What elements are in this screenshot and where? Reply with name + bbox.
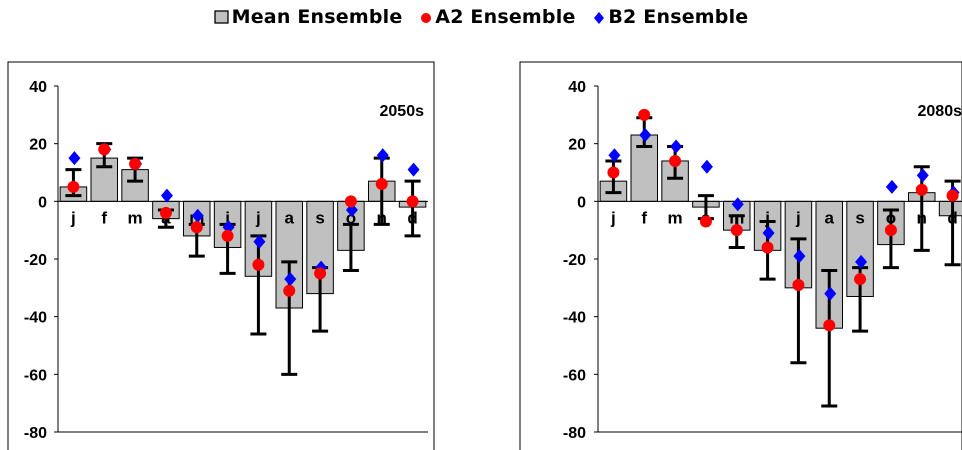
- period-annotation: 2050s: [380, 103, 425, 120]
- a2-point: [946, 189, 959, 202]
- y-tick-label: -40: [563, 310, 586, 327]
- period-annotation: 2080s: [918, 103, 962, 120]
- b2-point: [855, 254, 868, 269]
- a2-point: [730, 224, 743, 237]
- b2-point: [731, 197, 744, 212]
- x-tick-label: s: [855, 208, 864, 227]
- y-tick-label: 40: [568, 79, 586, 96]
- x-tick-label: j: [70, 208, 76, 227]
- b2-point: [253, 234, 266, 249]
- b2-point: [407, 162, 420, 177]
- legend-item-a2: A2 Ensemble: [419, 6, 575, 28]
- x-tick-label: j: [610, 208, 616, 227]
- square-marker-icon: [213, 10, 229, 24]
- b2-point: [700, 159, 713, 174]
- y-tick-label: 20: [568, 137, 586, 154]
- a2-point: [129, 157, 142, 170]
- circle-marker-icon: [421, 13, 432, 23]
- x-tick-label: m: [668, 208, 683, 227]
- a2-point: [221, 229, 234, 242]
- a2-point: [761, 241, 774, 254]
- a2-point: [607, 166, 620, 179]
- a2-point: [190, 221, 203, 234]
- y-tick-label: -80: [563, 425, 586, 442]
- a2-point: [854, 273, 867, 286]
- b2-point: [885, 179, 898, 194]
- b2-point: [670, 139, 683, 154]
- x-tick-label: j: [795, 208, 801, 227]
- x-tick-label: j: [224, 208, 230, 227]
- a2-point: [283, 284, 296, 297]
- b2-point: [608, 148, 621, 163]
- legend-item-b2: B2 Ensemble: [592, 6, 748, 28]
- b2-point: [160, 188, 173, 203]
- a2-point: [915, 183, 928, 196]
- b2-point: [824, 286, 837, 301]
- legend-label: Mean Ensemble: [231, 6, 403, 28]
- b2-point: [68, 151, 81, 166]
- x-tick-label: a: [825, 208, 835, 227]
- a2-point: [375, 178, 388, 191]
- a2-point: [344, 195, 357, 208]
- chart-frame: [7, 61, 435, 450]
- b2-point: [191, 208, 204, 223]
- legend-label: B2 Ensemble: [608, 6, 749, 28]
- a2-point: [699, 215, 712, 228]
- x-tick-label: f: [641, 208, 647, 227]
- diamond-marker-icon: [594, 12, 605, 24]
- a2-point: [823, 319, 836, 332]
- x-tick-label: s: [315, 208, 324, 227]
- bar: [90, 157, 119, 202]
- a2-point: [314, 267, 327, 280]
- b2-point: [639, 128, 652, 143]
- b2-point: [793, 249, 806, 264]
- x-tick-label: m: [128, 208, 143, 227]
- x-tick-label: j: [255, 208, 261, 227]
- x-tick-label: j: [764, 208, 770, 227]
- y-tick-label: -40: [24, 310, 47, 327]
- a2-point: [669, 154, 682, 167]
- x-tick-label: o: [346, 208, 356, 227]
- a2-point: [638, 108, 651, 121]
- a2-point: [792, 278, 805, 291]
- y-tick-label: -20: [563, 252, 586, 269]
- a2-point: [67, 180, 80, 193]
- x-tick-label: a: [285, 208, 295, 227]
- b2-point: [762, 226, 775, 241]
- b2-point: [376, 148, 389, 163]
- legend: Mean Ensemble A2 Ensemble B2 Ensemble: [0, 6, 962, 28]
- legend-label: A2 Ensemble: [435, 6, 576, 28]
- a2-point: [884, 224, 897, 237]
- chart-frame: [519, 61, 962, 450]
- y-tick-label: 0: [38, 194, 47, 211]
- y-tick-label: -60: [24, 367, 47, 384]
- y-tick-label: 0: [577, 194, 586, 211]
- x-tick-label: f: [101, 208, 107, 227]
- a2-point: [159, 206, 172, 219]
- y-tick-label: -60: [563, 367, 586, 384]
- a2-point: [406, 195, 419, 208]
- y-tick-label: 20: [29, 137, 47, 154]
- a2-point: [252, 258, 265, 271]
- b2-point: [284, 272, 297, 287]
- a2-point: [98, 143, 111, 156]
- legend-item-mean: Mean Ensemble: [213, 6, 403, 28]
- y-tick-label: 40: [29, 79, 47, 96]
- y-tick-label: -20: [24, 252, 47, 269]
- y-tick-label: -80: [24, 425, 47, 442]
- b2-point: [916, 168, 929, 183]
